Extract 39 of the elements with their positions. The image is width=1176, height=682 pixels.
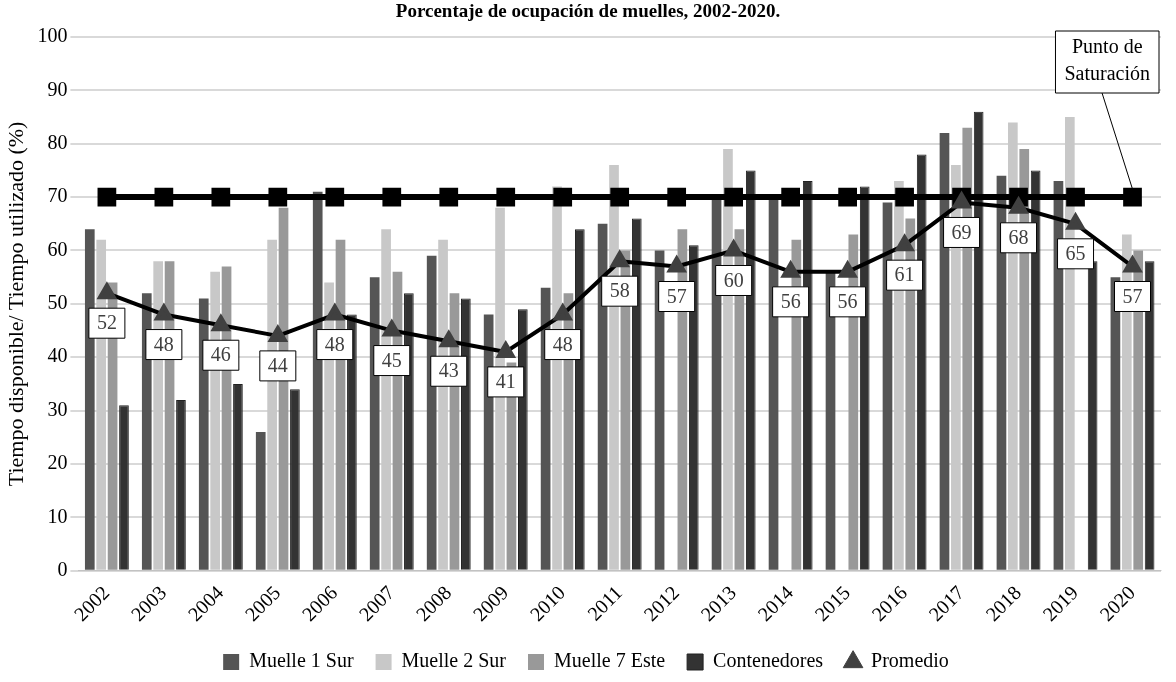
data-label: 56: [837, 290, 858, 313]
y-tick-label: 50: [47, 291, 68, 314]
y-tick-label: 90: [47, 77, 68, 100]
data-label: 69: [951, 220, 972, 243]
y-tick-label: 30: [47, 397, 68, 420]
y-axis-title: Tiempo disponible/ Tiempo utilizado (%): [2, 121, 28, 487]
y-tick-label: 40: [47, 344, 68, 367]
data-label: 45: [381, 348, 402, 371]
data-label: 44: [267, 354, 288, 377]
y-tick-label: 20: [47, 451, 68, 474]
data-label: 43: [438, 359, 459, 382]
legend-label: Muelle 7 Este: [554, 649, 666, 672]
data-label: 57: [666, 284, 687, 307]
data-label: 48: [324, 332, 345, 355]
data-label: 48: [552, 332, 573, 355]
legend-label: Contenedores: [713, 649, 824, 672]
data-label: 41: [495, 370, 516, 393]
annotation: Punto de Saturación: [1064, 35, 1150, 85]
y-tick-label: 60: [47, 237, 68, 260]
legend-label: Promedio: [871, 649, 949, 672]
data-label: 65: [1065, 242, 1086, 265]
data-label: 57: [1122, 284, 1143, 307]
data-label: 58: [609, 279, 630, 302]
data-label: 48: [153, 332, 174, 355]
data-label: 60: [723, 268, 744, 291]
y-tick-label: 100: [37, 24, 68, 47]
chart-title: Porcentaje de ocupación de muelles, 2002-2020.: [394, 0, 782, 22]
y-tick-label: 70: [47, 184, 68, 207]
y-tick-label: 80: [47, 131, 68, 153]
data-label: 56: [780, 290, 801, 313]
data-label: 46: [210, 343, 231, 366]
legend-label: Muelle 2 Sur: [401, 649, 507, 672]
data-label: 68: [1008, 226, 1029, 249]
x-tick-label: 2011: [582, 581, 627, 625]
legend-label: Muelle 1 Sur: [249, 649, 354, 672]
data-label: 61: [894, 263, 915, 286]
y-tick-label: 10: [47, 504, 68, 527]
y-tick-label: 0: [57, 558, 68, 580]
data-label: 52: [96, 311, 117, 334]
